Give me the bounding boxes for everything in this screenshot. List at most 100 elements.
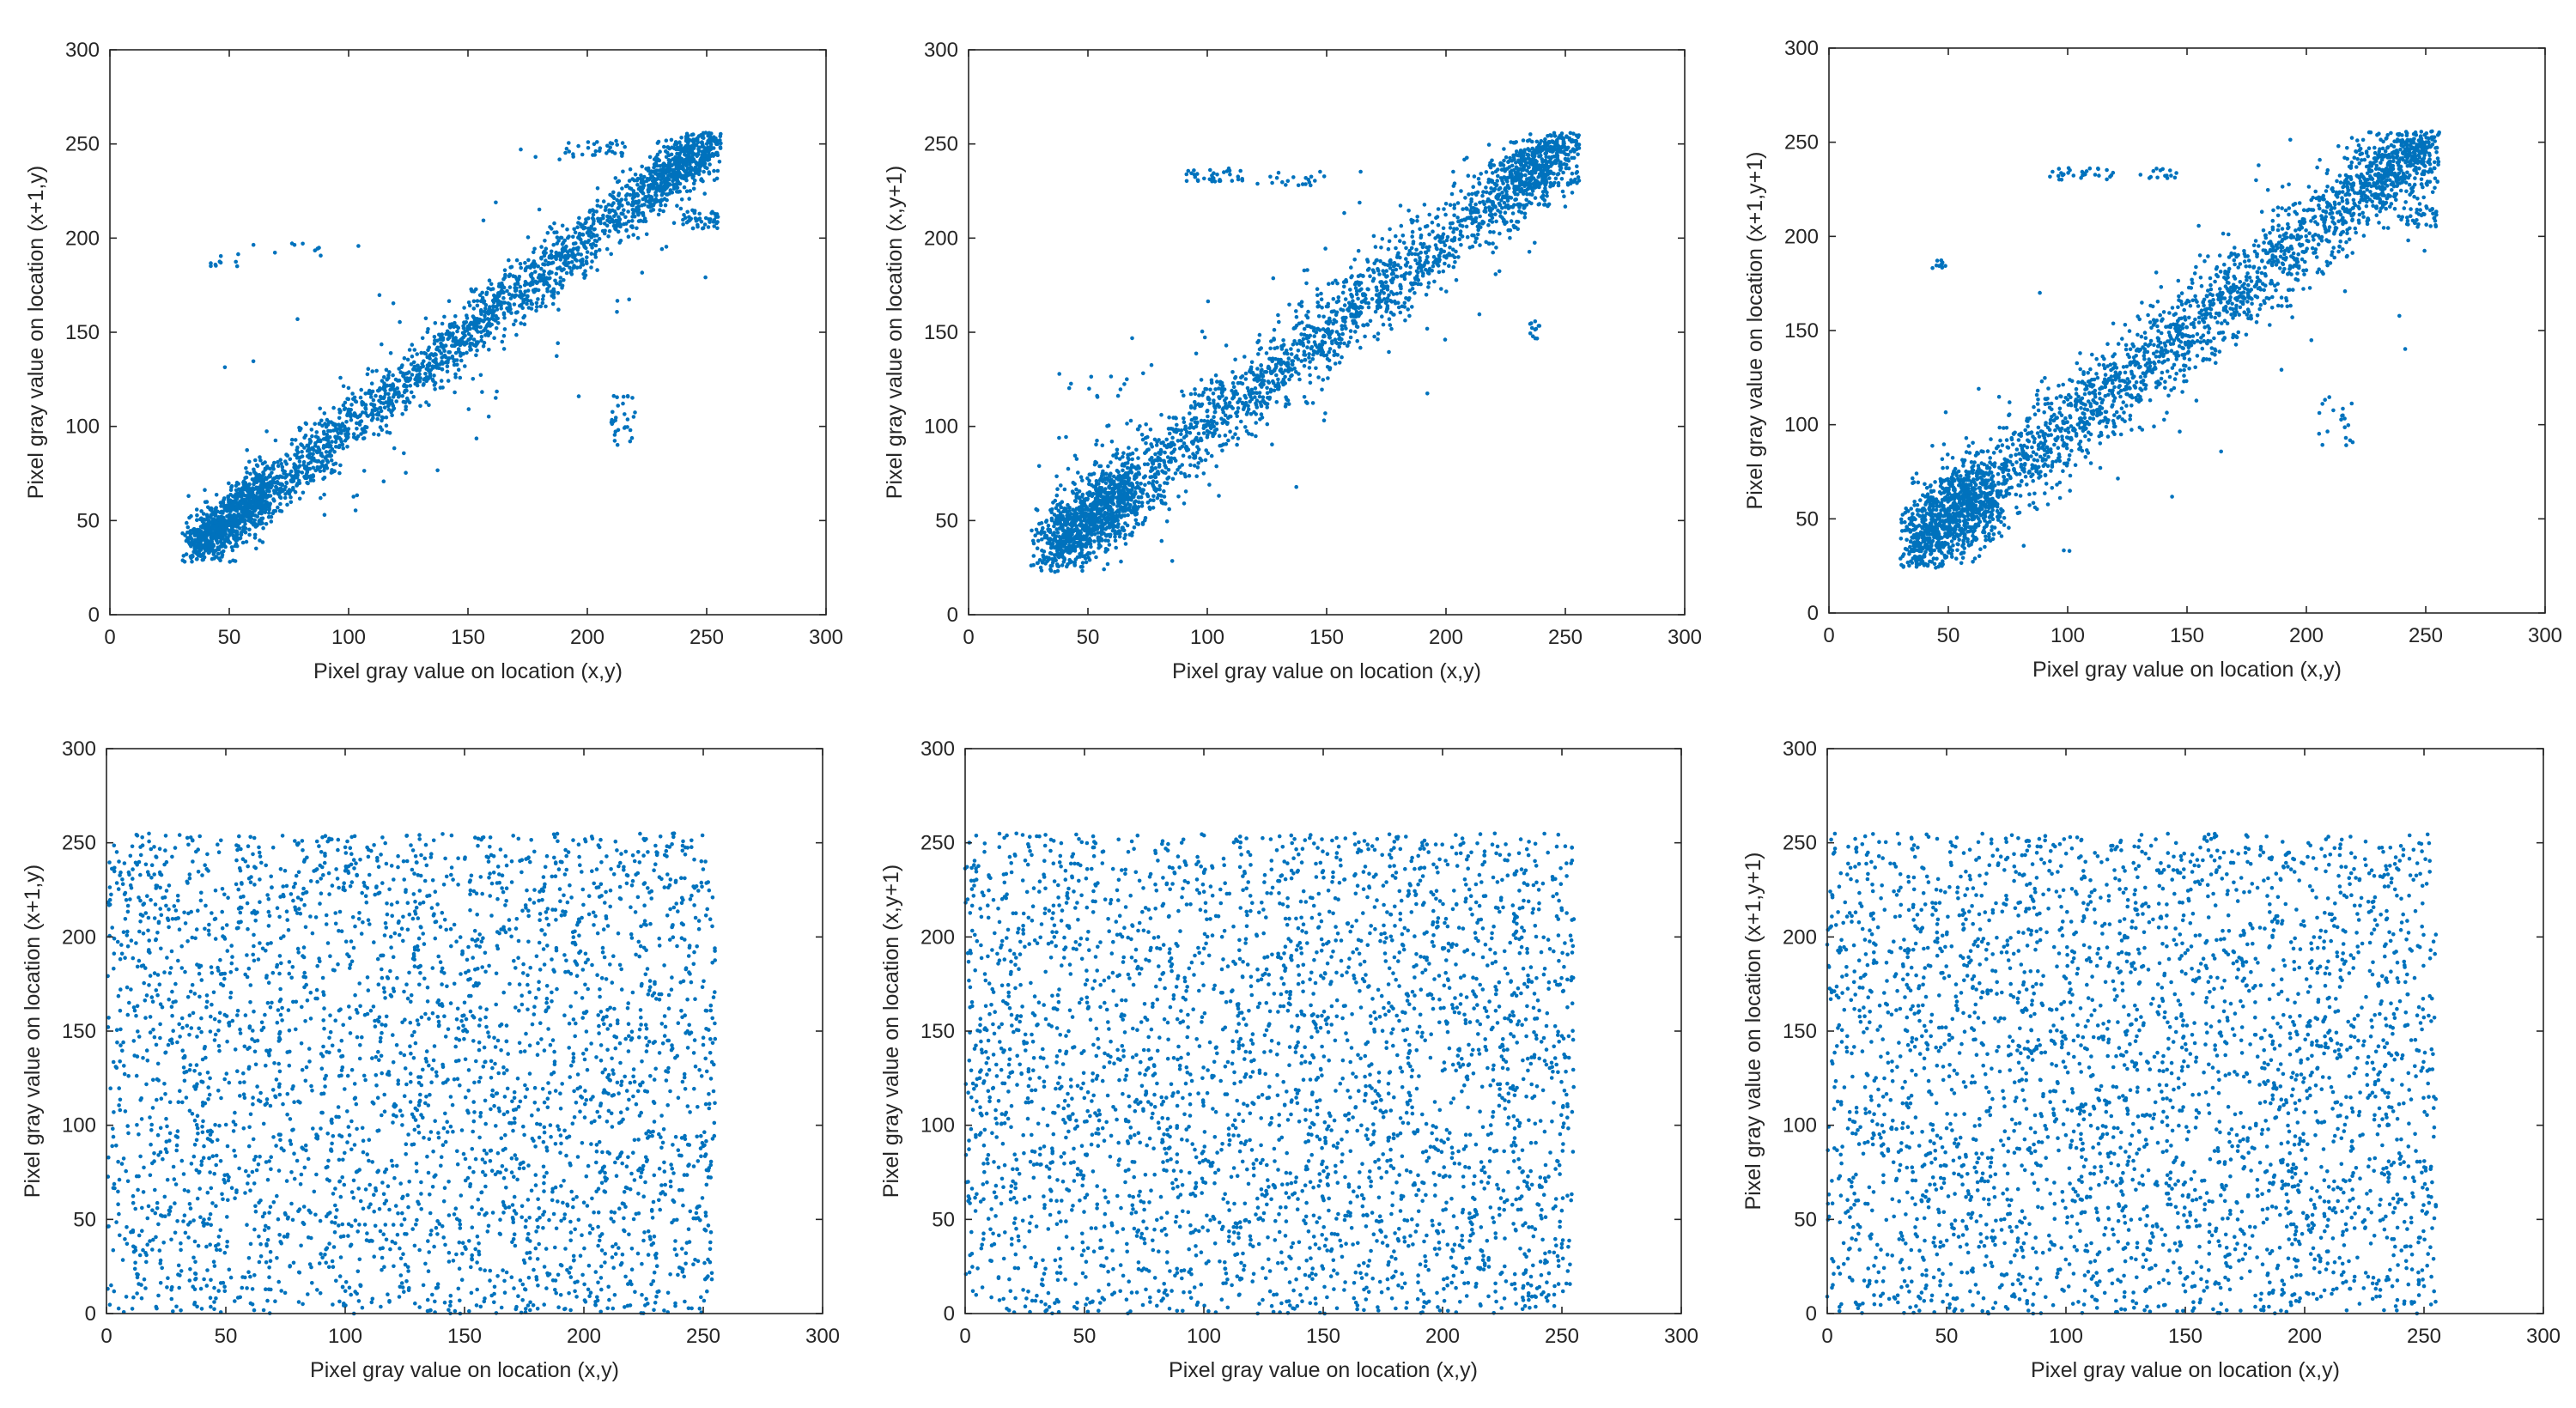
data-point <box>617 428 621 433</box>
data-point <box>526 258 531 263</box>
data-point <box>708 172 712 176</box>
data-point <box>589 265 593 270</box>
data-point <box>391 373 395 378</box>
data-point <box>653 178 658 182</box>
data-point <box>465 326 470 331</box>
data-point <box>1387 247 1391 252</box>
data-point <box>478 325 483 330</box>
data-point <box>502 311 507 315</box>
data-point <box>584 217 588 222</box>
data-point <box>1410 246 1414 251</box>
data-point <box>629 428 633 433</box>
data-point <box>648 200 653 204</box>
data-point <box>1404 271 1408 276</box>
data-point <box>598 248 602 252</box>
data-point <box>476 304 480 308</box>
data-point <box>1370 297 1375 301</box>
data-point <box>468 345 472 349</box>
data-point <box>685 136 690 140</box>
data-point <box>256 514 260 519</box>
data-point <box>195 513 199 518</box>
y-tick-label: 100 <box>65 416 100 439</box>
data-point <box>1236 381 1241 385</box>
data-point <box>235 264 240 269</box>
data-point <box>702 170 706 174</box>
data-point <box>253 502 258 507</box>
data-point <box>1492 163 1497 167</box>
data-point <box>684 164 689 168</box>
data-point <box>474 288 478 292</box>
data-point <box>1193 456 1197 460</box>
data-point <box>1309 347 1314 351</box>
y-tick-label: 300 <box>65 39 100 62</box>
data-point <box>616 443 620 447</box>
data-point <box>1487 143 1492 147</box>
data-point <box>590 252 594 256</box>
data-point <box>471 377 476 381</box>
data-point <box>265 464 270 469</box>
data-point <box>424 317 428 321</box>
data-point <box>233 507 237 512</box>
data-point <box>269 486 273 490</box>
data-point <box>1488 230 1492 234</box>
data-point <box>402 384 406 388</box>
data-point <box>1286 361 1291 365</box>
data-point <box>388 388 392 392</box>
data-point <box>406 358 410 362</box>
data-point <box>495 390 499 394</box>
data-point <box>1071 507 1075 512</box>
data-point <box>273 251 277 255</box>
data-point <box>515 258 519 263</box>
data-point <box>447 350 451 355</box>
data-point <box>546 263 550 267</box>
data-point <box>708 131 712 136</box>
data-point <box>561 224 565 228</box>
data-point <box>377 433 381 437</box>
data-point <box>556 341 560 345</box>
data-point <box>247 528 252 532</box>
data-point <box>215 534 219 538</box>
data-point <box>325 425 329 429</box>
data-point <box>1465 225 1469 229</box>
data-point <box>261 526 265 531</box>
data-point <box>679 207 683 211</box>
data-point <box>1543 186 1547 191</box>
data-point <box>479 338 483 343</box>
data-point <box>262 472 266 476</box>
data-point <box>295 453 299 458</box>
data-point <box>1349 336 1353 340</box>
x-tick-label: 200 <box>570 626 605 649</box>
data-point <box>592 143 597 147</box>
data-point <box>630 436 635 440</box>
data-point <box>313 441 318 446</box>
data-point <box>1245 412 1249 416</box>
data-point <box>609 252 613 257</box>
data-point <box>231 559 235 563</box>
y-axis-label: Pixel gray value on location (x+1,y) <box>24 166 48 499</box>
data-point <box>480 291 484 295</box>
data-point <box>510 265 514 270</box>
y-tick-label: 50 <box>76 509 100 532</box>
data-point <box>423 377 428 381</box>
data-point <box>592 153 597 157</box>
data-point <box>1258 391 1262 395</box>
data-point <box>514 311 519 315</box>
data-point <box>237 513 241 517</box>
data-point <box>1461 207 1465 211</box>
data-point <box>1389 327 1394 331</box>
data-point <box>1469 200 1473 204</box>
data-point <box>355 400 359 404</box>
data-point <box>330 458 334 463</box>
data-point <box>542 273 546 277</box>
data-point <box>622 208 626 212</box>
data-point <box>543 239 547 243</box>
data-point <box>1396 300 1400 305</box>
data-point <box>614 416 618 420</box>
data-point <box>630 177 635 181</box>
data-point <box>623 412 627 416</box>
data-point <box>681 222 685 227</box>
data-point <box>234 260 238 264</box>
data-point <box>1052 525 1056 529</box>
data-point <box>415 381 419 385</box>
data-point <box>664 178 668 182</box>
